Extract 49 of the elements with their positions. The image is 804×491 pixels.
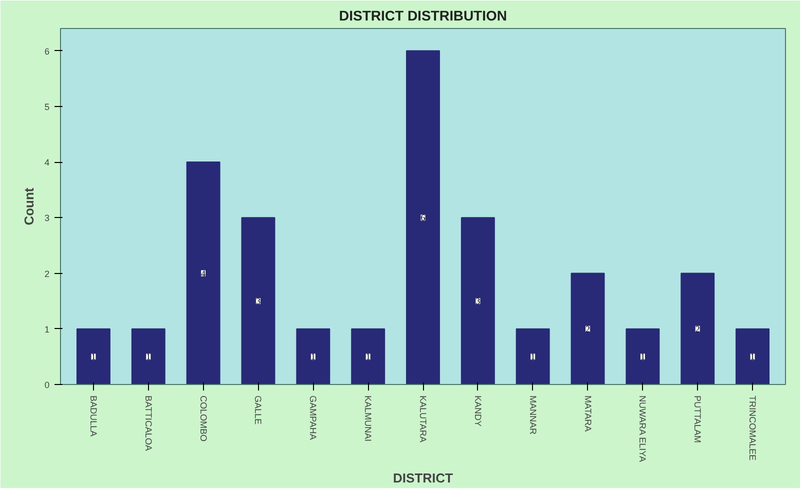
bar [516,328,550,384]
y-tick-label: 4 [44,158,50,168]
y-tick-label: 2 [44,268,50,279]
x-tick-label: GALLE [253,396,264,425]
x-tick-label: TRINCOMALEE [748,396,758,461]
y-tick-label: 5 [44,102,50,112]
data-label: 1 [640,352,645,362]
data-label: 6 [420,212,426,223]
x-axis-title: DISTRICT [393,470,454,486]
data-label: 1 [366,352,370,362]
x-tick-label: BADULLA [88,396,98,437]
y-tick-label: 3 [44,213,50,224]
x-tick-label: MATARA [582,396,593,432]
bar [570,272,605,384]
x-tick-label: COLOMBO [198,396,208,442]
chart-title: DISTRICT DISTRIBUTION [339,8,508,24]
bar [241,217,276,384]
bar [680,272,715,384]
bar [296,328,330,384]
data-label: 1 [146,352,151,362]
data-label: 1 [530,352,536,362]
bar [76,328,110,384]
data-label: 3 [256,296,261,306]
bar [186,162,220,384]
data-label: 1 [91,352,96,362]
x-tick-label: PUTTALAM [692,396,703,443]
bar [406,50,440,384]
data-label: 4 [201,268,206,278]
x-tick-label: KALMUNAI [363,396,374,442]
x-tick-label: MANNAR [528,396,538,435]
x-tick-label: NUWARA ELIYA [638,396,648,462]
bar [131,328,166,384]
bar [460,217,495,384]
bar [736,328,770,384]
y-tick-label: 6 [44,46,50,56]
data-label: 1 [310,352,316,362]
data-label: 3 [476,296,481,306]
data-label: 2 [695,324,700,334]
data-label: 1 [750,352,755,362]
y-axis-title: Count [21,187,36,226]
bar [626,328,660,384]
y-tick-label: 0 [44,380,50,390]
x-tick-label: BATTICALOA [143,396,154,451]
bar [351,328,386,384]
y-tick-label: 1 [44,324,50,334]
x-tick-label: GAMPAHA [308,396,318,440]
x-tick-label: KALUTARA [418,396,428,442]
data-label: 2 [586,324,590,334]
x-tick-label: KANDY [472,396,483,427]
